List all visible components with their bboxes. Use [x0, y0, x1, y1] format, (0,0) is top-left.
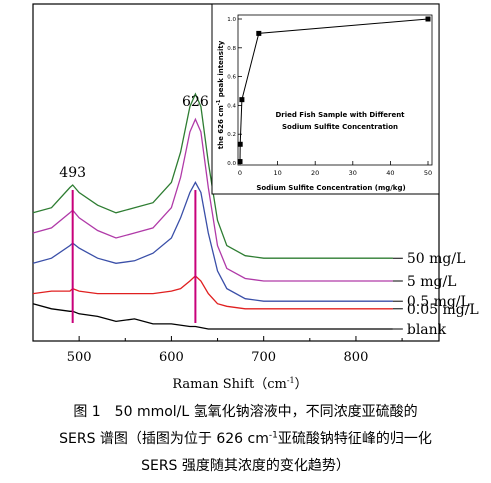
inset-data-point — [237, 141, 243, 147]
series-line — [32, 117, 393, 282]
series-label: 5 mg/L — [407, 274, 457, 290]
inset-y-tick-label: 0.8 — [227, 46, 236, 52]
figure-caption-line1: 图 1 50 mmol/L 氢氧化钠溶液中，不同浓度亚硫酸的 — [73, 404, 418, 420]
inset-title-line2: Sodium Sulfite Concentration — [282, 123, 398, 131]
inset-x-tick-label: 40 — [386, 169, 394, 177]
inset-y-tick-label: 0.2 — [227, 132, 236, 138]
series-label: 50 mg/L — [407, 251, 466, 267]
series-line — [32, 275, 393, 310]
inset-plot-marks: 0 10 20 30 40 50 0.0 0.2 0.4 0.6 0.8 1.0 — [227, 14, 433, 177]
peak-annotation: 626 — [182, 94, 209, 110]
inset-y-axis-label: the 626 cm-1 peak intensity — [216, 40, 225, 149]
series-line — [32, 92, 393, 259]
series-line — [32, 303, 393, 330]
main-x-axis-label: Raman Shift（cm-1） — [172, 376, 307, 392]
inset-y-tick-label: 1.0 — [227, 17, 236, 23]
inset-x-tick-label: 50 — [424, 169, 432, 177]
inset-x-tick-label: 30 — [349, 169, 357, 177]
series-label: blank — [407, 322, 447, 338]
inset-data-point — [237, 159, 243, 165]
inset-axes-frame — [237, 14, 433, 166]
series-label: 0.05 mg/L — [407, 302, 479, 318]
inset-x-axis-label: Sodium Sulfite Concentration (mg/kg) — [256, 184, 405, 192]
inset-x-tick-label: 10 — [273, 169, 281, 177]
inset-y-tick-label: 0.6 — [227, 75, 236, 81]
peak-annotation: 493 — [59, 165, 86, 181]
caption-line2-text-end: 亚硫酸钠特征峰的归一化 — [277, 431, 432, 447]
x-tick-label: 500 — [67, 350, 92, 365]
series-line — [32, 181, 393, 302]
inset-x-tick-label: 0 — [238, 169, 242, 177]
inset-data-point — [256, 30, 262, 36]
inset-title-line1: Dried Fish Sample with Different — [275, 111, 405, 119]
series-label: 0.5 mg/L — [407, 294, 470, 310]
inset-chart: 0 10 20 30 40 50 0.0 0.2 0.4 0.6 0.8 1.0 Dried Fish… — [211, 3, 440, 195]
x-tick-label: 600 — [159, 350, 184, 365]
inset-x-tick-label: 20 — [311, 169, 319, 177]
inset-data-point — [239, 97, 245, 103]
x-tick-label: 700 — [251, 350, 276, 365]
figure-caption-line2: SERS 谱图（插图为位于 626 cm-1亚硫酸钠特征峰的归一化 — [0, 428, 491, 448]
caption-line2-text: SERS 谱图（插图为位于 626 cm — [59, 431, 269, 447]
x-tick-label: 800 — [344, 350, 369, 365]
inset-y-tick-label: 0.0 — [227, 161, 236, 167]
inset-panel — [211, 3, 440, 195]
figure-caption-line3: SERS 强度随其浓度的变化趋势） — [141, 458, 350, 474]
caption-superscript: -1 — [268, 430, 278, 441]
inset-y-tick-label: 0.4 — [227, 103, 236, 109]
inset-data-point — [425, 16, 431, 22]
